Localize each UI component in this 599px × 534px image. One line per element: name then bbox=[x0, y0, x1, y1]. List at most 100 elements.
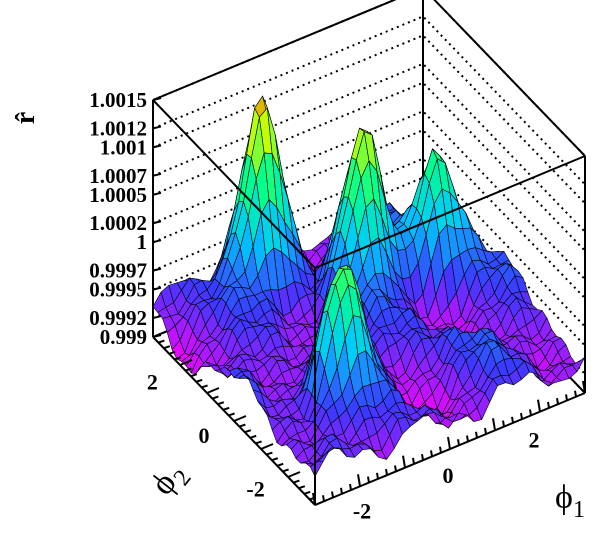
y-tick bbox=[228, 412, 235, 417]
x-tick bbox=[475, 431, 478, 438]
y-tick-label: -2 bbox=[246, 477, 264, 502]
x-tick bbox=[565, 394, 568, 401]
x-tick bbox=[430, 450, 433, 457]
z-tick-label: 1.0012 bbox=[89, 116, 147, 140]
x-tick bbox=[582, 380, 586, 394]
grid-line bbox=[152, 81, 586, 252]
x-tick bbox=[421, 454, 424, 461]
x-tick bbox=[331, 491, 334, 498]
z-tick bbox=[152, 220, 162, 225]
x-tick bbox=[340, 487, 343, 494]
z-tick-label: 1.0007 bbox=[89, 164, 147, 188]
y-tick bbox=[212, 395, 219, 400]
frame-edge bbox=[314, 155, 586, 269]
z-tick-label: 1 bbox=[137, 230, 148, 254]
y-tick bbox=[260, 443, 274, 450]
x-tick bbox=[502, 420, 505, 427]
x-tick bbox=[312, 492, 316, 506]
y-tick bbox=[244, 429, 252, 434]
z-tick bbox=[152, 125, 162, 130]
y-tick bbox=[174, 356, 181, 361]
x-tick bbox=[439, 446, 442, 453]
x-tick bbox=[484, 427, 487, 435]
x-tick bbox=[376, 472, 379, 480]
z-tick bbox=[152, 315, 162, 320]
x-tick bbox=[357, 474, 361, 487]
grid-line bbox=[152, 15, 586, 186]
z-tick bbox=[152, 267, 162, 272]
y-tick bbox=[287, 471, 301, 478]
frame-edge bbox=[152, 99, 316, 269]
z-tick bbox=[152, 239, 162, 244]
z-axis-label: r̂ bbox=[10, 112, 41, 124]
y-tick bbox=[239, 423, 246, 428]
x-tick bbox=[412, 457, 415, 465]
x-axis-label: ϕ bbox=[555, 479, 573, 516]
y-tick bbox=[217, 401, 225, 406]
y-tick bbox=[293, 479, 300, 484]
x-tick bbox=[529, 409, 532, 416]
z-tick bbox=[152, 286, 162, 291]
y-tick bbox=[255, 440, 262, 445]
y-tick bbox=[168, 350, 176, 355]
surface-mesh bbox=[152, 95, 586, 477]
y-tick bbox=[266, 451, 273, 456]
y-tick bbox=[276, 462, 284, 467]
x-tick bbox=[556, 398, 559, 405]
y-tick-label: 2 bbox=[147, 369, 158, 394]
y-axis-title: ϕ 2 bbox=[144, 465, 197, 502]
z-tick bbox=[152, 172, 162, 177]
y-tick bbox=[163, 345, 171, 350]
x-axis-label-subscript: 1 bbox=[573, 497, 585, 523]
x-tick bbox=[447, 436, 451, 450]
y-tick bbox=[201, 384, 208, 389]
z-tick bbox=[152, 144, 162, 149]
z-tick-label: 1.0002 bbox=[89, 211, 147, 235]
x-tick bbox=[402, 455, 406, 468]
y-tick bbox=[195, 378, 203, 383]
x-tick bbox=[394, 465, 397, 472]
x-tick bbox=[574, 390, 577, 397]
x-tick-label: -2 bbox=[353, 499, 371, 524]
y-tick bbox=[185, 367, 192, 372]
grid-line bbox=[152, 62, 586, 233]
z-tick-label: 1.001 bbox=[100, 135, 147, 159]
z-tick-label: 0.9992 bbox=[89, 306, 147, 330]
y-tick bbox=[282, 468, 289, 473]
x-tick bbox=[367, 476, 370, 483]
z-tick bbox=[152, 191, 162, 196]
y-tick bbox=[158, 339, 165, 344]
y-tick bbox=[303, 490, 311, 495]
z-tick-label: 1.0015 bbox=[89, 88, 147, 112]
frame-edge bbox=[152, 0, 397, 101]
frame-edge bbox=[433, 0, 586, 157]
z-tick-label: 0.9997 bbox=[89, 259, 147, 283]
x-tick bbox=[385, 468, 388, 476]
x-tick bbox=[547, 401, 550, 409]
z-tick-label: 1.0005 bbox=[89, 183, 147, 207]
y-tick bbox=[298, 485, 306, 490]
y-tick bbox=[190, 373, 198, 378]
x-tick-label: 2 bbox=[528, 427, 539, 452]
z-axis-title: r̂ bbox=[10, 112, 41, 124]
grid-line bbox=[152, 34, 586, 205]
y-tick bbox=[233, 415, 247, 422]
x-tick bbox=[349, 483, 352, 491]
surface-cell bbox=[571, 356, 586, 372]
y-tick bbox=[314, 499, 328, 506]
x-tick bbox=[492, 418, 496, 431]
x-tick bbox=[457, 439, 460, 446]
y-tick bbox=[309, 496, 316, 501]
y-tick bbox=[179, 359, 193, 366]
z-tick bbox=[152, 97, 162, 101]
z-tick-label: 0.9995 bbox=[89, 278, 147, 302]
y-tick-label: 0 bbox=[199, 423, 210, 448]
y-tick bbox=[206, 387, 220, 394]
y-tick bbox=[249, 434, 257, 439]
x-axis-title: ϕ 1 bbox=[555, 479, 585, 523]
tick-labels: 0.9990.99920.99950.999711.00021.00051.00… bbox=[89, 88, 586, 524]
x-tick bbox=[520, 412, 523, 420]
y-tick bbox=[271, 457, 279, 462]
z-tick-label: 0.999 bbox=[100, 325, 147, 349]
